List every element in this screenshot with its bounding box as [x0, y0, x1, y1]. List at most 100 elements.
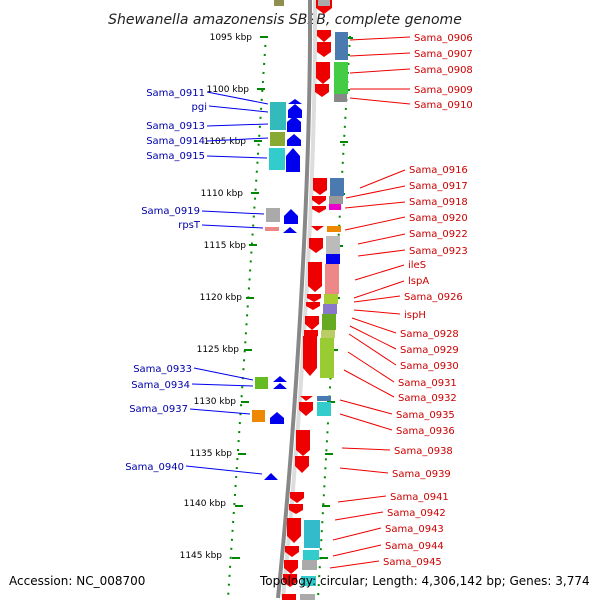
gene-arrow: [270, 412, 284, 424]
gene-label[interactable]: Sama_0911: [146, 88, 205, 99]
gene-arrow: [284, 560, 298, 574]
gene-arrow: [303, 336, 317, 376]
gene-arrow: [283, 227, 297, 233]
tick-label: 1115 kbp: [204, 241, 247, 251]
gene-label[interactable]: Sama_0936: [396, 426, 455, 437]
gene-label[interactable]: Sama_0945: [383, 557, 442, 568]
left-gene-labels: Sama_0911 pgi Sama_0913 Sama_0914 Sama_0…: [125, 88, 269, 475]
gene-label[interactable]: Sama_0918: [409, 197, 468, 208]
map-title: Shewanella amazonensis SB2B, complete ge…: [108, 12, 462, 28]
gene-label[interactable]: Sama_0913: [146, 121, 205, 132]
gene-label[interactable]: Sama_0910: [414, 100, 473, 111]
tick-label: 1095 kbp: [210, 33, 253, 43]
gene-label[interactable]: ileS: [408, 260, 426, 271]
gene-arrow: [283, 574, 297, 587]
gene-arrow: [299, 402, 313, 416]
gene-arrow: [289, 504, 303, 514]
gene-label[interactable]: Sama_0923: [409, 246, 468, 257]
tick-labels: 1095 kbp 1100 kbp 1105 kbp 1110 kbp 1115…: [180, 33, 253, 561]
gene-arrow: [273, 383, 287, 389]
gene-label[interactable]: pgi: [192, 102, 207, 113]
gene-label[interactable]: Sama_0930: [400, 361, 459, 372]
tick-label: 1105 kbp: [204, 137, 247, 147]
gene-arrow: [273, 376, 287, 382]
genome-backbone-shadow: [281, 0, 317, 599]
gene-label[interactable]: Sama_0934: [131, 380, 190, 391]
feature-bars: [252, 0, 348, 600]
gene-arrow: [287, 134, 301, 146]
gene-label[interactable]: Sama_0931: [398, 378, 457, 389]
gene-arrow: [313, 178, 327, 195]
forward-strand-genes: [264, 99, 302, 480]
tick-label: 1110 kbp: [201, 189, 244, 199]
gene-arrow: [290, 492, 304, 503]
gene-label[interactable]: Sama_0929: [400, 345, 459, 356]
gene-label[interactable]: Sama_0909: [414, 85, 473, 96]
gene-arrow: [284, 209, 298, 224]
gene-arrow: [264, 473, 278, 480]
gene-label[interactable]: Sama_0935: [396, 410, 455, 421]
gene-label[interactable]: Sama_0939: [392, 469, 451, 480]
gene-arrow: [287, 518, 301, 543]
gene-arrow: [308, 262, 322, 292]
reverse-strand-genes: [282, 0, 332, 600]
gene-arrow: [311, 226, 324, 231]
gene-arrow: [312, 196, 326, 205]
gene-arrow: [300, 396, 313, 401]
topology-label: Topology: circular; Length: 4,306,142 bp…: [260, 574, 590, 588]
gene-label[interactable]: Sama_0937: [129, 404, 188, 415]
right-ruler: [317, 35, 351, 599]
gene-arrow: [307, 294, 321, 302]
gene-label[interactable]: Sama_0906: [414, 33, 473, 44]
gene-label[interactable]: rpsT: [178, 220, 201, 231]
gene-arrow: [306, 302, 320, 310]
tick-label: 1120 kbp: [200, 293, 243, 303]
tick-label: 1145 kbp: [180, 551, 223, 561]
gene-arrow: [295, 456, 309, 473]
gene-label[interactable]: lspA: [408, 276, 429, 287]
gene-label[interactable]: Sama_0914: [146, 136, 205, 147]
gene-label[interactable]: Sama_0943: [385, 524, 444, 535]
gene-label[interactable]: Sama_0915: [146, 151, 205, 162]
gene-label[interactable]: Sama_0928: [400, 329, 459, 340]
right-gene-labels: Sama_0906 Sama_0907 Sama_0908 Sama_0909 …: [329, 33, 473, 569]
tick-label: 1140 kbp: [184, 499, 227, 509]
gene-label[interactable]: Sama_0932: [398, 393, 457, 404]
tick-label: 1100 kbp: [207, 85, 250, 95]
gene-label[interactable]: ispH: [404, 310, 426, 321]
gene-label[interactable]: Sama_0938: [394, 446, 453, 457]
gene-label[interactable]: Sama_0940: [125, 462, 184, 473]
gene-arrow: [316, 62, 330, 84]
accession-label: Accession: NC_008700: [9, 574, 146, 588]
gene-arrow: [288, 104, 302, 118]
gene-arrow: [315, 84, 329, 97]
gene-arrow: [317, 30, 331, 42]
gene-arrow: [305, 316, 319, 330]
gene-label[interactable]: Sama_0916: [409, 165, 468, 176]
left-ruler: [227, 35, 267, 599]
gene-label[interactable]: Sama_0942: [387, 508, 446, 519]
gene-label[interactable]: Sama_0922: [409, 229, 468, 240]
gene-arrow: [287, 116, 301, 132]
gene-arrow: [309, 238, 323, 253]
gene-arrow: [286, 148, 300, 172]
gene-arrow: [317, 42, 331, 57]
gene-label[interactable]: Sama_0941: [390, 492, 449, 503]
gene-label[interactable]: Sama_0908: [414, 65, 473, 76]
gene-arrow: [282, 594, 296, 600]
genome-backbone: [276, 0, 312, 599]
gene-label[interactable]: Sama_0926: [404, 292, 463, 303]
gene-label[interactable]: Sama_0919: [141, 206, 200, 217]
gene-arrow: [288, 99, 302, 104]
gene-label[interactable]: Sama_0917: [409, 181, 468, 192]
gene-label[interactable]: Sama_0933: [133, 364, 192, 375]
tick-label: 1125 kbp: [197, 345, 240, 355]
tick-label: 1135 kbp: [190, 449, 233, 459]
gene-label[interactable]: Sama_0944: [385, 541, 444, 552]
gene-arrow: [285, 546, 299, 557]
gene-label[interactable]: Sama_0907: [414, 49, 473, 60]
tick-label: 1130 kbp: [194, 397, 237, 407]
gene-label[interactable]: Sama_0920: [409, 213, 468, 224]
gene-arrow: [296, 430, 310, 456]
